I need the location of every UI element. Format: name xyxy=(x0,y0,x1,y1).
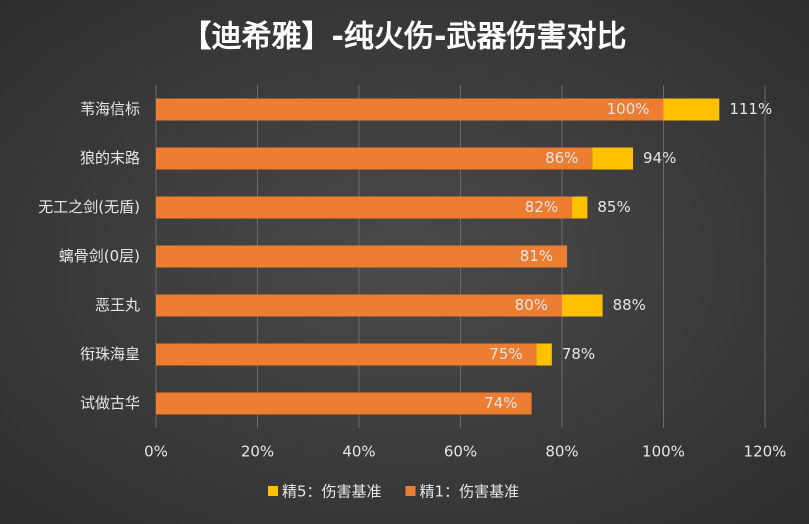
y-tick-label: 试做古华 xyxy=(80,394,140,412)
x-tick-label: 120% xyxy=(744,443,787,461)
y-tick-label: 螭骨剑(0层) xyxy=(59,247,140,265)
data-label: 111% xyxy=(729,100,772,118)
data-label: 88% xyxy=(613,296,646,314)
x-tick-label: 100% xyxy=(642,443,685,461)
y-tick-label: 苇海信标 xyxy=(80,100,140,118)
data-label: 75% xyxy=(489,345,522,363)
bar xyxy=(156,392,532,415)
y-tick-label: 无工之剑(无盾) xyxy=(38,198,140,216)
data-label: 80% xyxy=(515,296,548,314)
legend-label: 精5：伤害基准 xyxy=(282,483,382,501)
data-label: 78% xyxy=(562,345,595,363)
data-label: 74% xyxy=(484,394,517,412)
x-tick-label: 40% xyxy=(342,443,375,461)
x-tick-label: 20% xyxy=(241,443,274,461)
data-label: 86% xyxy=(545,149,578,167)
y-tick-label: 衔珠海皇 xyxy=(80,345,140,363)
legend-swatch xyxy=(268,486,278,496)
x-tick-label: 80% xyxy=(545,443,578,461)
bar xyxy=(156,98,664,121)
bar xyxy=(156,245,568,268)
bar xyxy=(156,294,562,317)
legend-swatch xyxy=(405,486,416,496)
bar xyxy=(156,147,593,170)
bar xyxy=(156,343,537,366)
data-label: 100% xyxy=(607,100,650,118)
data-label: 94% xyxy=(643,149,676,167)
x-tick-label: 60% xyxy=(444,443,477,461)
x-tick-label: 0% xyxy=(144,443,168,461)
chart-title: 【迪希雅】-纯火伤-武器伤害对比 xyxy=(182,20,627,55)
data-label: 85% xyxy=(597,198,630,216)
data-label: 82% xyxy=(525,198,558,216)
bar xyxy=(156,196,573,219)
y-tick-label: 狼的末路 xyxy=(80,149,140,167)
y-tick-label: 恶王丸 xyxy=(95,296,140,314)
data-label: 81% xyxy=(520,247,553,265)
legend-label: 精1：伤害基准 xyxy=(420,483,520,501)
